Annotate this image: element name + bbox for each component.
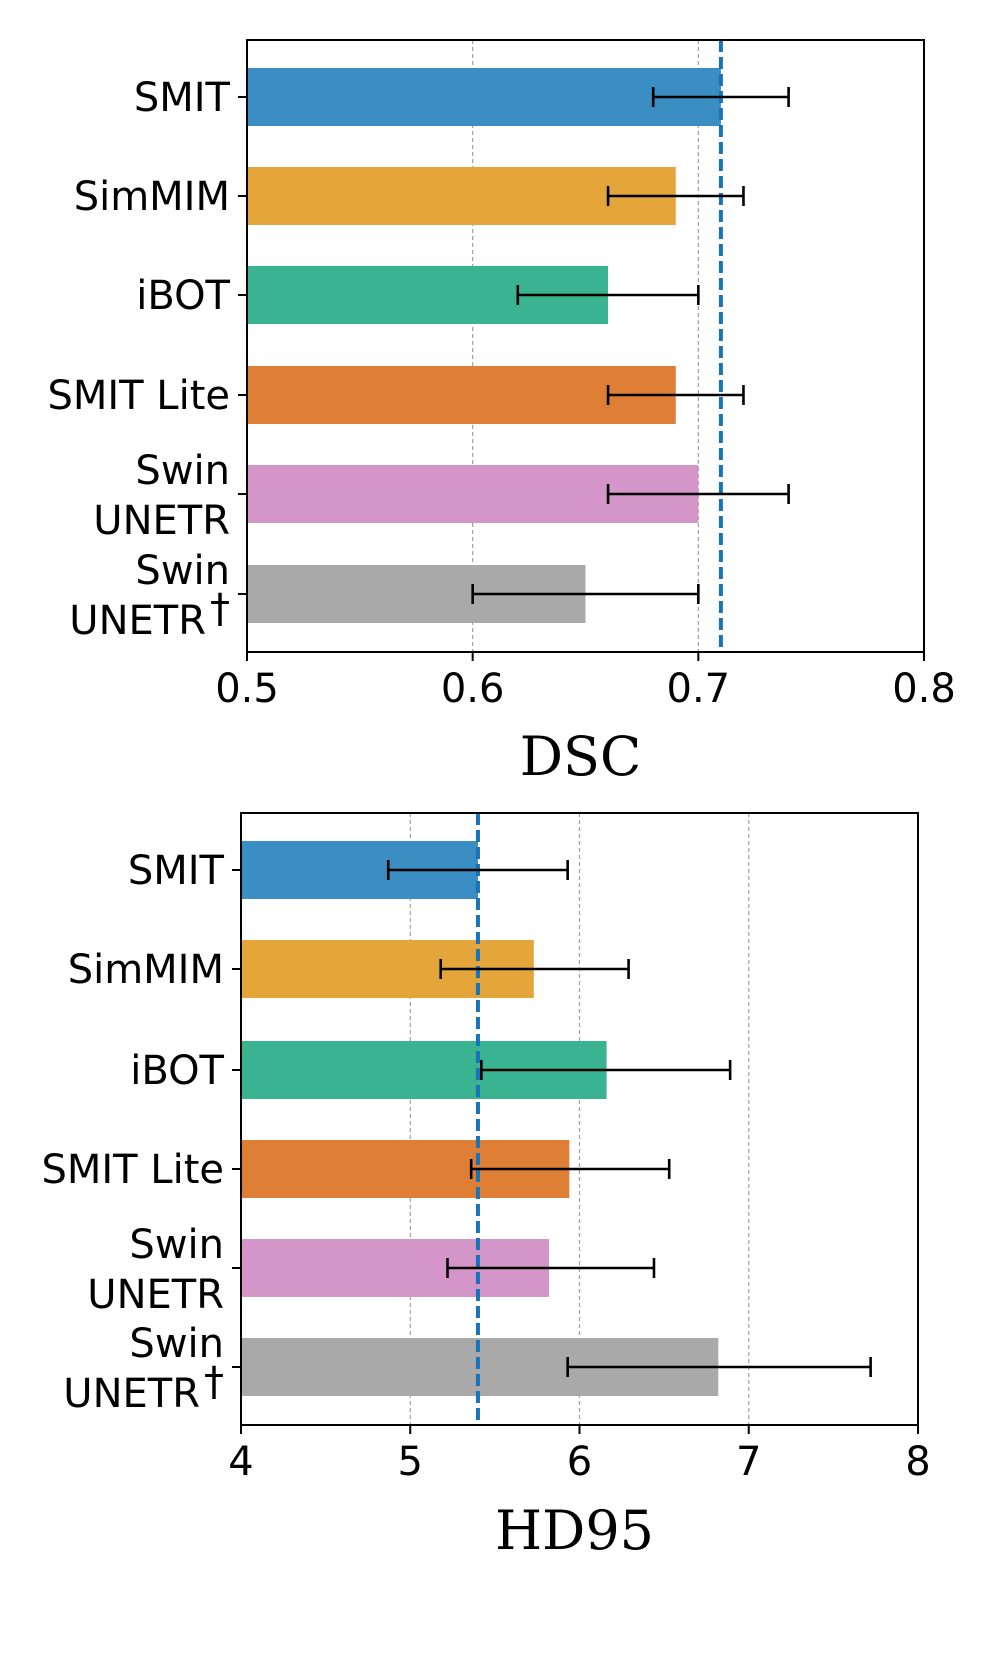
y-tick-label: SMIT xyxy=(134,75,231,121)
x-tick-label: 8 xyxy=(905,1439,930,1485)
x-tick-label: 6 xyxy=(567,1439,592,1485)
y-tick-label: SMIT xyxy=(128,848,225,894)
x-tick-label: 7 xyxy=(736,1439,761,1485)
x-axis-title: HD95 xyxy=(495,1499,654,1562)
error-bar xyxy=(606,484,790,504)
y-tick-label: UNETR xyxy=(63,1371,200,1417)
x-tick-label: 5 xyxy=(398,1439,423,1485)
x-tick-label: 0.5 xyxy=(215,666,279,712)
dagger-mark: † xyxy=(210,586,230,632)
bar-simmim xyxy=(247,167,676,225)
y-tick-label: Swin xyxy=(129,1222,224,1268)
y-tick-label: iBOT xyxy=(130,1048,224,1094)
y-tick-label: Swin xyxy=(135,548,230,594)
error-bar xyxy=(471,584,700,604)
y-tick-label: SimMIM xyxy=(68,947,224,993)
bar-smit-lite xyxy=(247,366,676,424)
y-tick-label: Swin xyxy=(135,448,230,494)
error-bar xyxy=(651,87,790,107)
y-tick-label: UNETR xyxy=(69,598,206,644)
error-bar xyxy=(606,385,745,405)
y-tick-label: SimMIM xyxy=(74,174,230,220)
x-axis-title: DSC xyxy=(520,725,642,788)
error-bar xyxy=(386,860,569,880)
error-bar xyxy=(439,959,630,979)
error-bar xyxy=(480,1060,732,1080)
error-bar xyxy=(566,1357,872,1377)
error-bar xyxy=(516,285,700,305)
error-bar xyxy=(469,1159,671,1179)
y-tick-label: SMIT Lite xyxy=(41,1147,224,1193)
error-bar xyxy=(446,1258,656,1278)
x-tick-label: 0.7 xyxy=(667,666,731,712)
plot-frame xyxy=(246,39,925,653)
y-tick-label: Swin xyxy=(129,1321,224,1367)
dagger-mark: † xyxy=(204,1359,224,1405)
error-bar xyxy=(606,186,745,206)
x-tick-label: 0.6 xyxy=(441,666,505,712)
x-tick-label: 0.8 xyxy=(892,666,956,712)
y-tick-label: iBOT xyxy=(136,273,230,319)
y-tick-label: UNETR xyxy=(93,498,230,544)
y-tick-label: SMIT Lite xyxy=(47,373,230,419)
x-tick-label: 4 xyxy=(228,1439,253,1485)
bar-smit xyxy=(247,68,721,126)
y-tick-label: UNETR xyxy=(87,1272,224,1318)
